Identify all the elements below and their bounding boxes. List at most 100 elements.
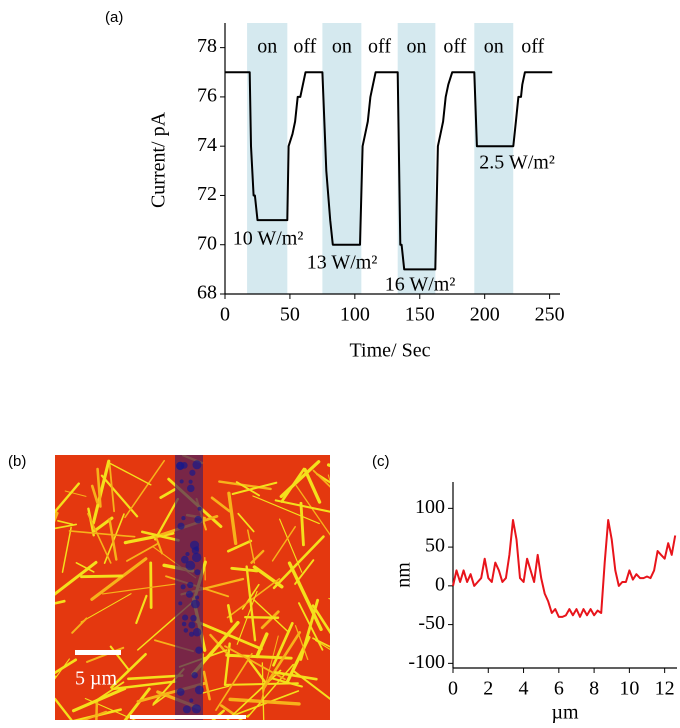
dark-spot	[195, 595, 200, 600]
fibre	[108, 461, 116, 513]
x-tick-label: 8	[589, 678, 599, 700]
fibre	[294, 625, 309, 661]
panel-label: (b)	[8, 453, 26, 470]
fibre	[327, 474, 330, 483]
y-tick-label: 68	[197, 282, 217, 304]
dark-spot	[185, 551, 190, 557]
fibre	[218, 480, 272, 491]
x-tick-label: 100	[340, 304, 370, 326]
dark-spot	[194, 546, 200, 551]
data-line	[452, 519, 677, 618]
state-label: on	[407, 36, 427, 58]
dark-spot	[180, 584, 186, 590]
fibre	[155, 537, 164, 555]
fibre	[237, 512, 255, 533]
y-tick-label: 0	[435, 573, 445, 595]
dark-spot	[197, 506, 202, 511]
shaded-interval	[474, 23, 514, 294]
fibre	[244, 615, 280, 619]
fibre	[230, 566, 259, 573]
fibre	[210, 496, 231, 513]
x-tick-label: 200	[470, 304, 500, 326]
dark-spot	[190, 614, 197, 622]
fibre	[224, 645, 286, 681]
x-tick-label: 250	[535, 304, 565, 326]
dark-spot	[189, 469, 196, 476]
dark-spot	[188, 621, 196, 629]
fibre	[287, 561, 323, 632]
fibre	[91, 459, 111, 525]
fibre	[102, 583, 177, 595]
fibre	[274, 671, 318, 681]
y-tick-label: 74	[197, 134, 217, 156]
fibre	[272, 535, 325, 590]
fibre	[255, 632, 269, 659]
x-tick-label: 4	[519, 678, 529, 700]
y-tick-label: 72	[197, 183, 217, 205]
fibre	[226, 577, 281, 619]
dark-spot	[185, 560, 196, 571]
fibre	[55, 599, 66, 605]
x-axis-label: µm	[551, 702, 579, 724]
dark-spot	[181, 515, 186, 521]
scale-bar	[75, 650, 121, 655]
fibre	[55, 482, 80, 514]
x-axis-label: Time/ Sec	[350, 340, 431, 362]
fibre	[55, 523, 78, 530]
fibre	[90, 557, 148, 601]
fibre	[90, 484, 99, 505]
fibre	[312, 469, 330, 488]
fibre	[226, 539, 253, 553]
fibre	[303, 467, 322, 504]
fibre	[215, 652, 253, 711]
state-label: on	[257, 36, 277, 58]
dark-spot	[180, 555, 189, 564]
y-tick-label: 50	[425, 535, 445, 557]
fibre	[311, 604, 330, 635]
dark-spot	[176, 688, 185, 696]
dark-spot	[191, 704, 202, 714]
dark-spot	[182, 705, 191, 714]
fibre	[231, 481, 278, 496]
state-label: off	[521, 36, 544, 58]
fibre	[61, 526, 72, 573]
fibre	[71, 617, 88, 634]
y-axis-label: Current/ pA	[148, 111, 170, 208]
dark-spot	[179, 479, 184, 484]
fibre	[75, 562, 95, 573]
fibre	[81, 710, 108, 720]
x-tick-label: 150	[405, 304, 435, 326]
dark-spot	[181, 621, 187, 627]
x-tick-label: 50	[280, 304, 300, 326]
fibre	[123, 687, 151, 720]
fibre	[224, 682, 299, 686]
dark-spot	[178, 601, 183, 606]
shaded-interval	[247, 23, 288, 294]
dark-spot	[192, 460, 202, 470]
fibre	[124, 459, 166, 519]
fibre	[299, 501, 305, 547]
fibre	[312, 637, 330, 648]
fibre	[135, 594, 148, 625]
dark-spot	[180, 462, 188, 469]
fibre	[152, 694, 167, 706]
fibre	[195, 620, 263, 651]
state-label: off	[368, 36, 391, 58]
fibre	[140, 530, 180, 542]
fibre	[127, 674, 184, 681]
fibre	[55, 658, 78, 675]
fibre	[262, 631, 302, 689]
fibre	[260, 610, 280, 630]
fibre	[245, 565, 257, 642]
fibre	[154, 497, 179, 541]
fibre	[247, 529, 256, 564]
fibre	[80, 593, 132, 623]
fibre	[253, 599, 290, 633]
fibre	[87, 512, 112, 564]
fibre	[261, 662, 265, 720]
afm-image	[55, 455, 330, 720]
fibre	[68, 530, 136, 538]
x-tick-label: 0	[448, 678, 458, 700]
x-tick-label: 2	[483, 678, 493, 700]
shaded-interval	[397, 23, 436, 294]
